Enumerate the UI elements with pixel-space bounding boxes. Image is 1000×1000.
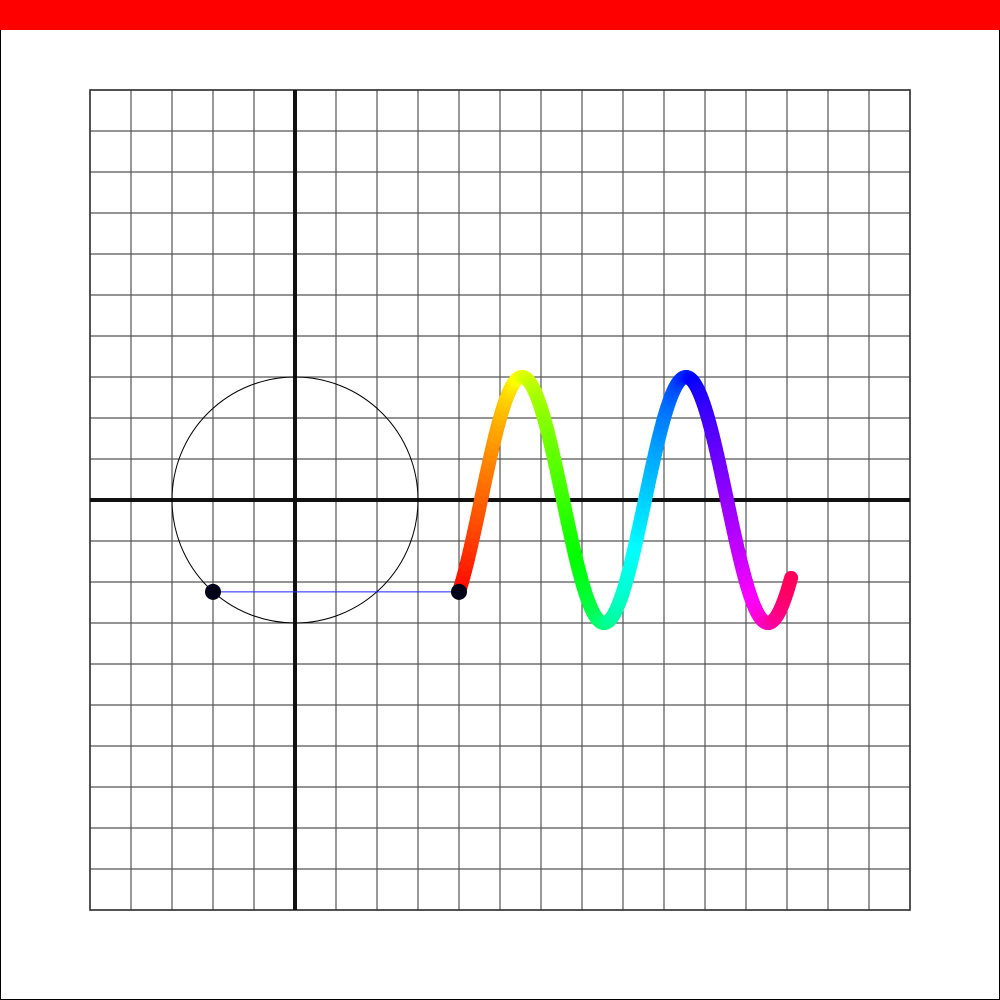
- wave-point[interactable]: [451, 583, 467, 600]
- top-bar: [0, 0, 1000, 30]
- rotating-point[interactable]: [205, 583, 221, 600]
- sine-wave: [452, 370, 799, 630]
- wave-segment: [782, 570, 799, 591]
- unit-circle: [171, 376, 419, 624]
- axes: [90, 90, 910, 910]
